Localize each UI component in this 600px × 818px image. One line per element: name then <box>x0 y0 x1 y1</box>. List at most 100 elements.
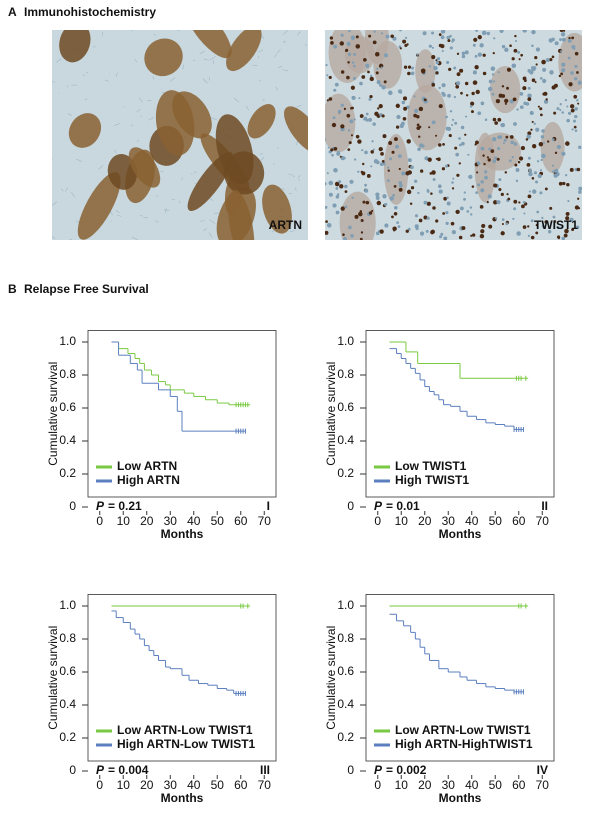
y-tick-label: 1.0 <box>59 334 76 348</box>
nucleus <box>350 134 353 137</box>
nucleus <box>509 99 514 104</box>
nucleus <box>326 172 329 175</box>
nucleus <box>432 206 436 210</box>
nucleus <box>442 93 446 97</box>
nucleus <box>531 189 537 194</box>
nucleus <box>328 97 333 101</box>
nucleus <box>472 43 476 47</box>
nucleus <box>559 30 564 32</box>
nucleus <box>560 72 563 76</box>
nucleus <box>553 111 557 115</box>
stroma <box>209 198 214 201</box>
nucleus <box>398 180 402 185</box>
nucleus <box>365 200 370 205</box>
legend-label: High TWIST1 <box>395 473 469 487</box>
nucleus <box>435 60 440 65</box>
stroma <box>52 235 56 239</box>
x-tick-label: 50 <box>489 778 503 792</box>
nucleus <box>387 179 390 182</box>
nucleus <box>498 93 503 98</box>
nucleus <box>492 51 495 55</box>
p-label: P <box>374 499 383 513</box>
nucleus <box>350 85 355 90</box>
nucleus <box>445 211 449 215</box>
nucleus <box>382 134 387 139</box>
nucleus <box>406 139 411 144</box>
stroma <box>165 208 167 214</box>
nucleus <box>396 221 399 224</box>
nucleus <box>349 119 354 124</box>
tumor-nest <box>155 90 195 156</box>
nucleus <box>471 110 474 114</box>
nucleus <box>396 114 401 120</box>
nucleus <box>472 80 478 85</box>
nucleus <box>526 134 531 139</box>
nucleus <box>411 66 415 70</box>
nucleus <box>456 52 460 56</box>
nucleus <box>326 74 329 77</box>
y-tick-label: 0.2 <box>337 730 354 744</box>
nucleus <box>428 126 431 129</box>
nucleus <box>553 173 558 178</box>
nucleus <box>416 115 420 119</box>
nucleus <box>392 36 397 41</box>
nucleus <box>528 190 531 193</box>
nucleus <box>429 172 433 175</box>
p-label: P <box>374 763 383 777</box>
nucleus <box>338 180 342 184</box>
nucleus <box>378 146 383 152</box>
nucleus <box>511 155 514 159</box>
nucleus <box>347 148 351 152</box>
nucleus <box>334 181 340 187</box>
x-tick-label: 20 <box>418 778 432 792</box>
nucleus <box>567 200 570 203</box>
nucleus <box>405 229 409 233</box>
nucleus <box>513 48 518 53</box>
stroma <box>283 40 287 43</box>
nucleus <box>487 194 492 199</box>
nucleus <box>332 203 337 208</box>
nucleus <box>565 211 570 216</box>
x-tick-label: 40 <box>465 778 479 792</box>
nucleus <box>339 155 342 158</box>
nucleus <box>359 210 363 213</box>
nucleus <box>475 191 479 194</box>
x-tick-label: 30 <box>442 514 456 528</box>
nucleus <box>561 68 566 73</box>
x-axis-label: Months <box>161 791 204 805</box>
nucleus <box>459 206 464 211</box>
nucleus <box>358 97 361 100</box>
panel-numeral: III <box>260 763 270 777</box>
nucleus <box>391 215 394 219</box>
nucleus <box>578 207 581 210</box>
nucleus <box>335 195 340 199</box>
nucleus <box>578 186 582 191</box>
x-tick-label: 40 <box>187 514 201 528</box>
nucleus <box>345 48 349 52</box>
nucleus <box>421 144 425 148</box>
nucleus <box>571 228 575 232</box>
nucleus <box>469 206 473 209</box>
nucleus <box>369 74 373 78</box>
panel-numeral: IV <box>537 763 548 777</box>
nucleus <box>483 162 486 166</box>
nucleus <box>523 212 526 215</box>
nucleus <box>453 66 457 70</box>
nucleus <box>470 101 475 106</box>
nucleus <box>460 125 465 130</box>
nucleus <box>452 177 455 180</box>
nucleus <box>461 54 466 59</box>
nucleus <box>507 197 511 201</box>
nucleus <box>574 77 578 81</box>
nucleus <box>539 107 543 111</box>
nucleus <box>417 191 420 194</box>
nucleus <box>355 35 359 39</box>
nucleus <box>561 37 566 42</box>
nucleus <box>377 107 380 110</box>
nucleus <box>531 120 534 123</box>
y-tick-label: 0.4 <box>59 433 76 447</box>
nucleus <box>527 225 530 228</box>
nucleus <box>343 107 347 111</box>
nucleus <box>419 169 424 173</box>
x-tick-label: 10 <box>117 778 131 792</box>
